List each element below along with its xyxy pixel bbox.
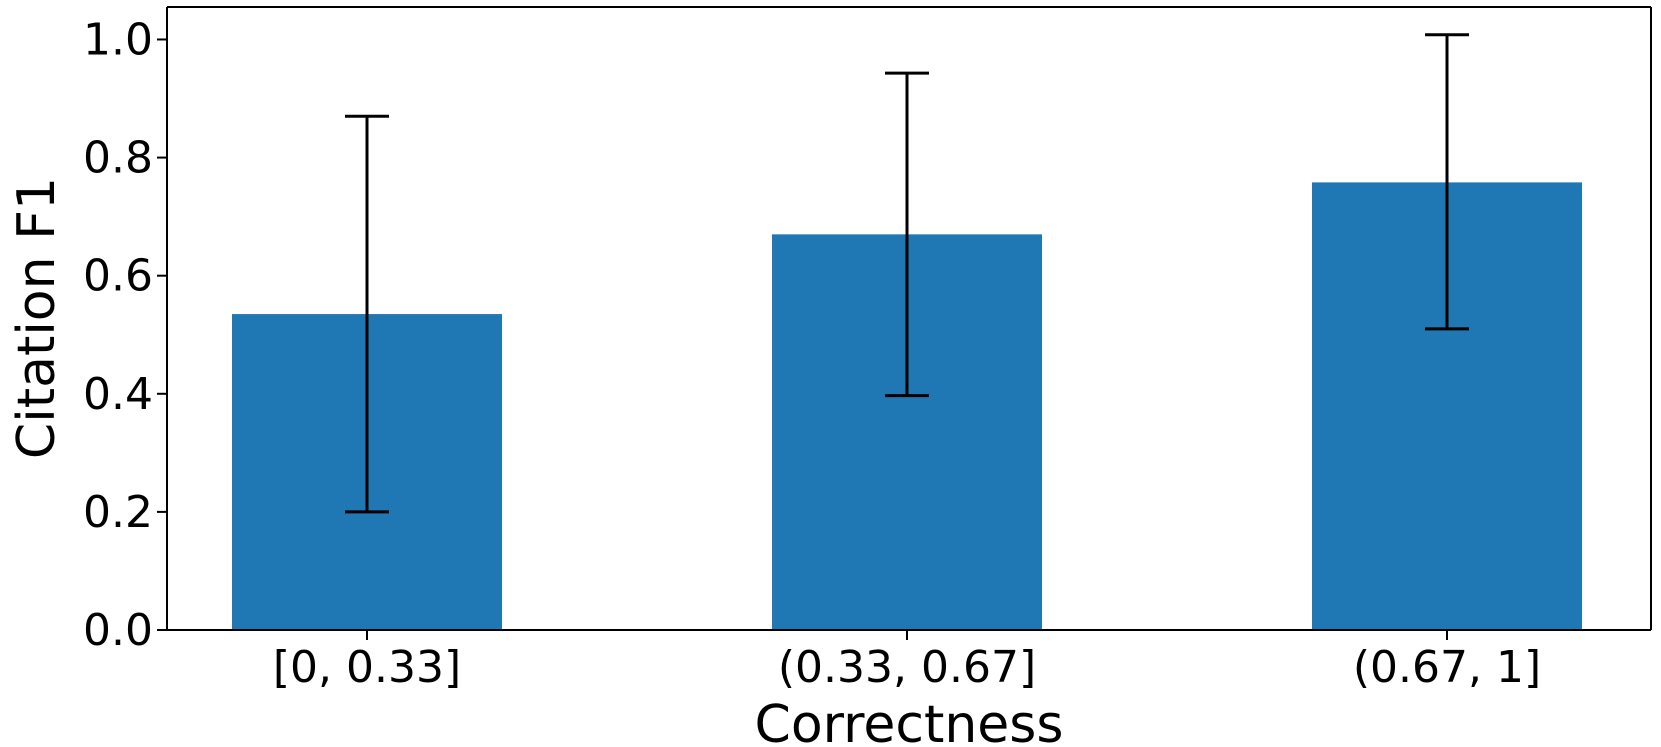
y-tick-label: 0.0 bbox=[83, 605, 153, 656]
error-bar-1 bbox=[345, 114, 389, 514]
x-axis-ticks: [0, 0.33] (0.33, 0.67] (0.67, 1] bbox=[273, 630, 1541, 693]
y-tick-label: 0.2 bbox=[83, 487, 153, 538]
y-tick-label: 0.8 bbox=[83, 133, 153, 184]
x-tick-label: (0.33, 0.67] bbox=[778, 642, 1036, 693]
y-axis-ticks: 0.0 0.2 0.4 0.6 0.8 1.0 bbox=[83, 14, 167, 656]
x-tick-label: (0.67, 1] bbox=[1353, 642, 1541, 693]
y-tick-label: 0.6 bbox=[83, 251, 153, 302]
error-bar-3 bbox=[1425, 33, 1469, 331]
error-bars-layer bbox=[345, 33, 1469, 514]
x-tick-label: [0, 0.33] bbox=[273, 642, 461, 693]
y-axis-label: Citation F1 bbox=[7, 177, 67, 459]
x-axis-label: Correctness bbox=[755, 695, 1064, 747]
y-tick-label: 0.4 bbox=[83, 369, 153, 420]
error-bar-2 bbox=[885, 71, 929, 398]
y-tick-label: 1.0 bbox=[83, 14, 153, 65]
